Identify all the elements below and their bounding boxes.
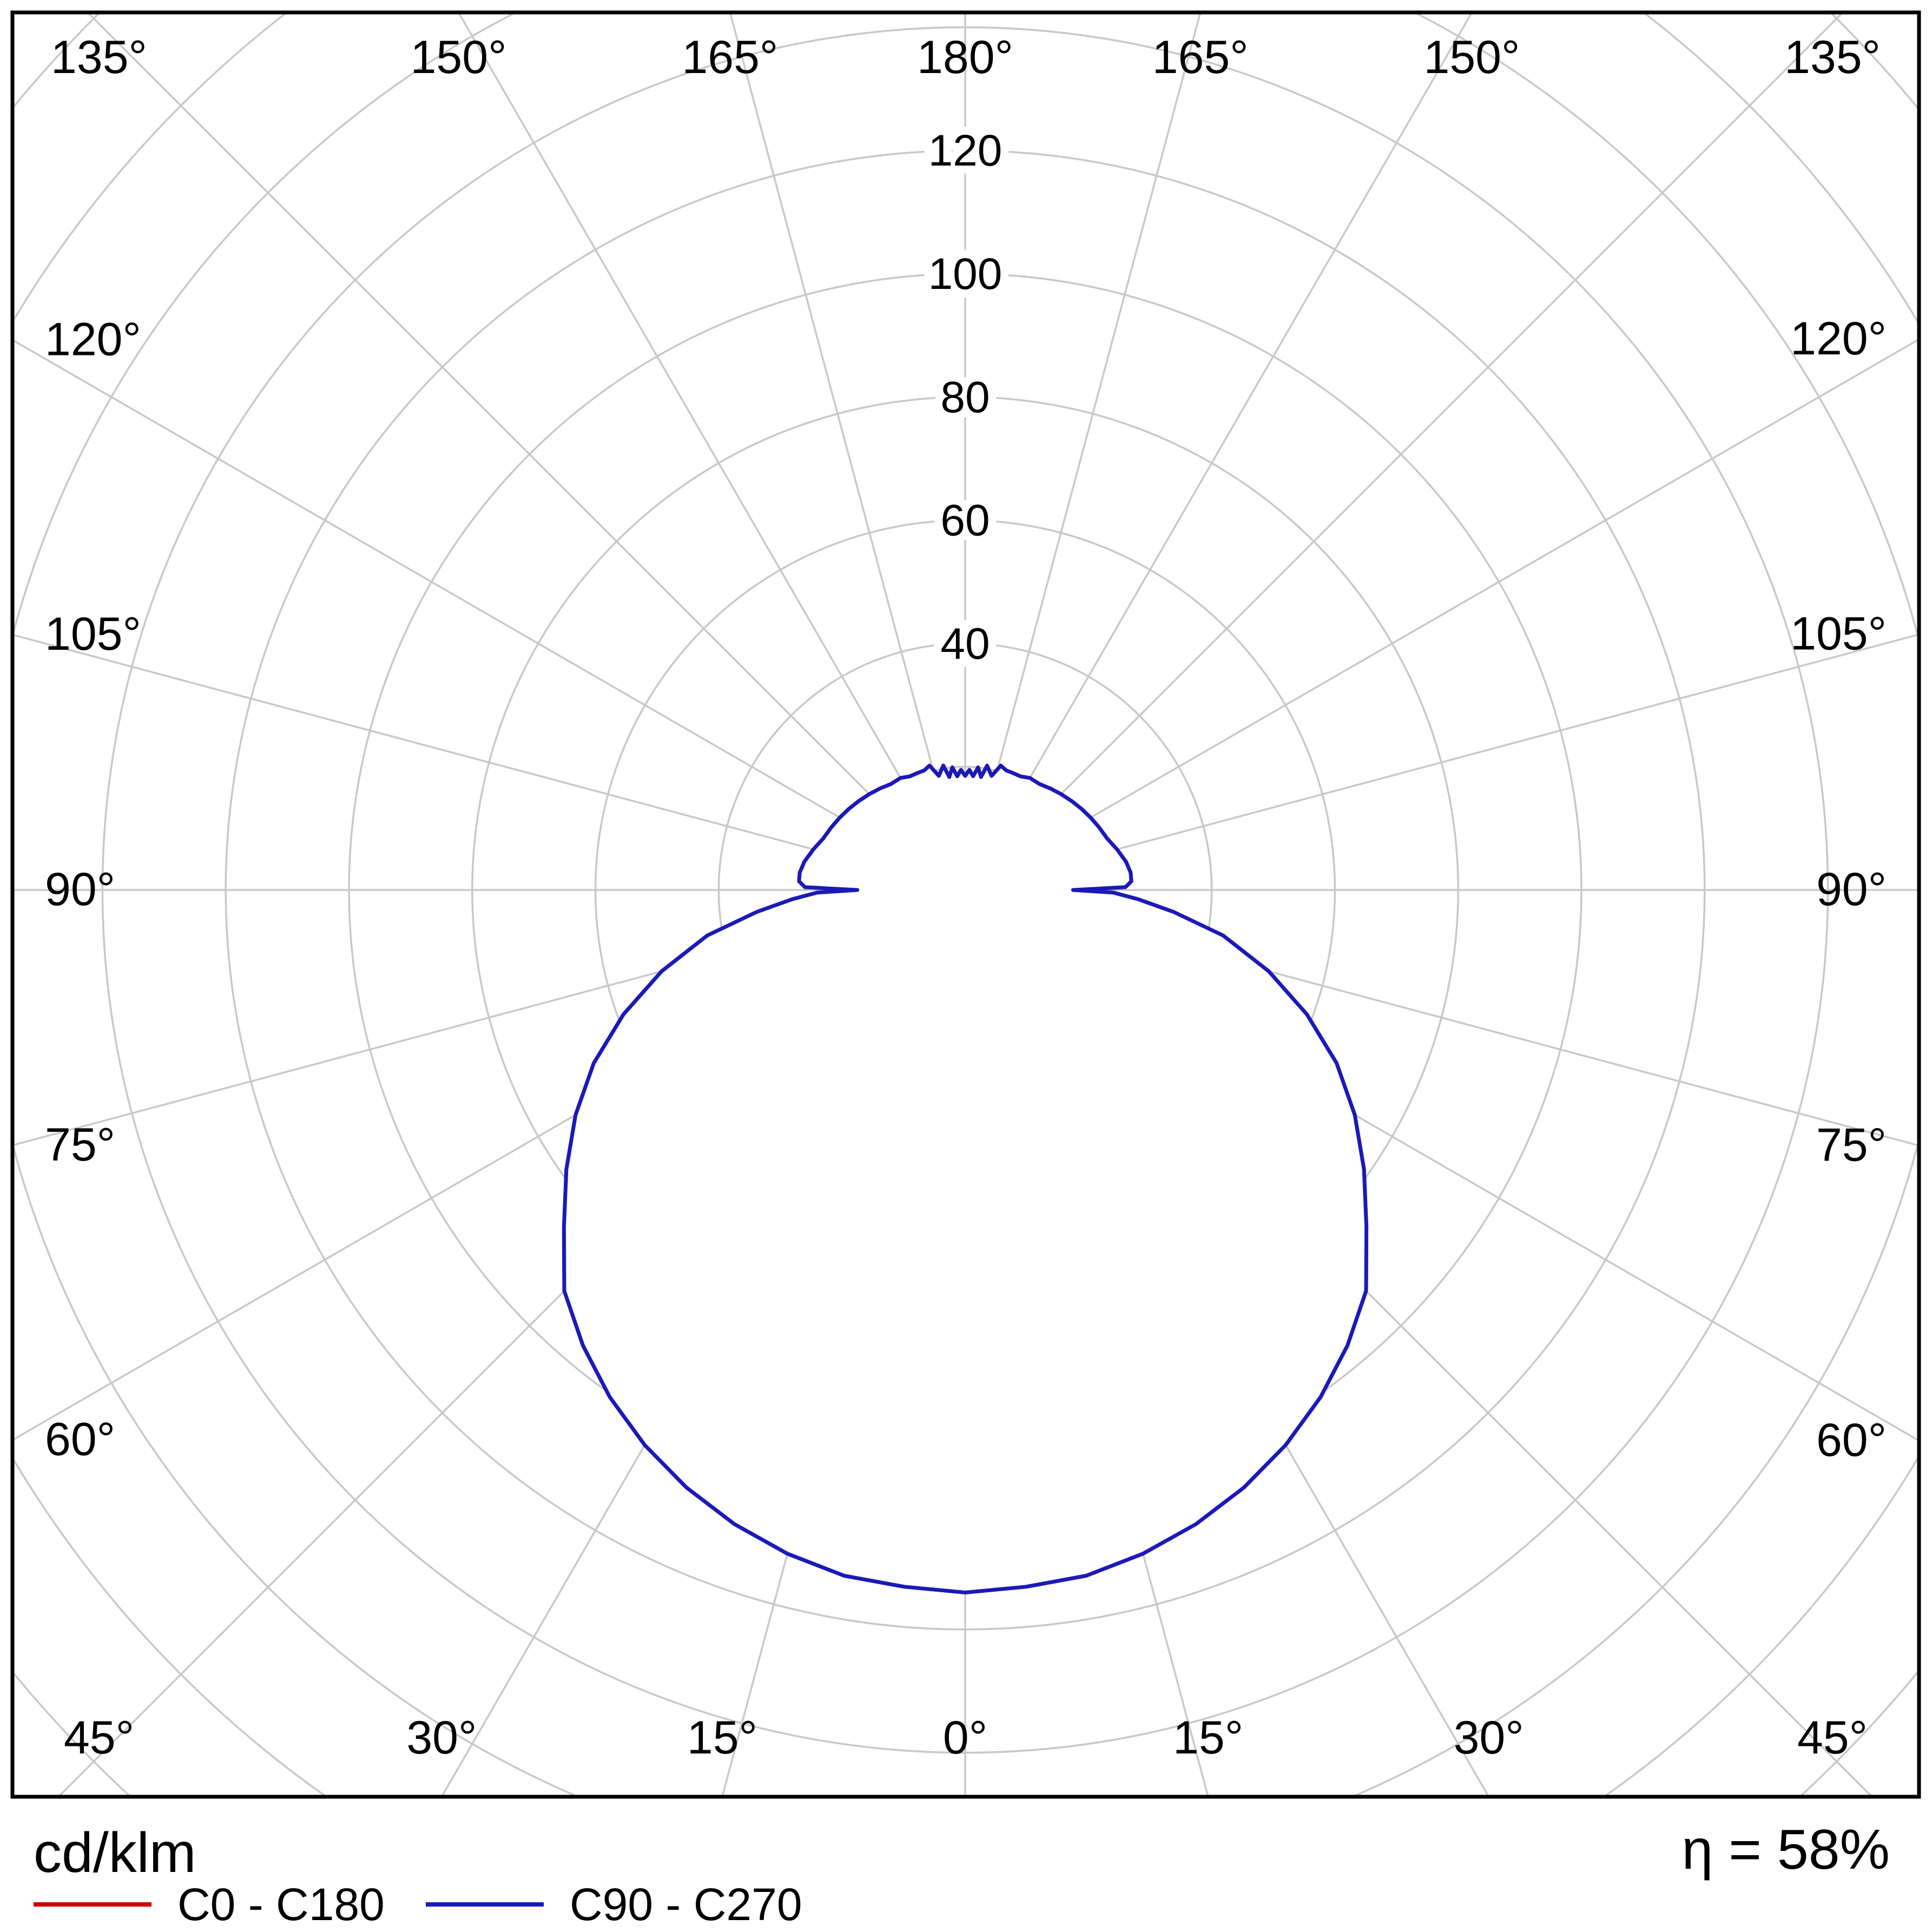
angle-tick-label: 75° [1816, 1119, 1887, 1171]
angle-tick-label: 105° [45, 608, 141, 660]
legend-item-c90-c270: C90 - C270 [426, 1882, 802, 1927]
radial-tick-label: 60 [940, 496, 990, 545]
angle-tick-label: 150° [411, 31, 507, 83]
radial-tick-label: 40 [940, 619, 990, 668]
polar-grid-spoke [964, 14, 1201, 891]
angle-tick-label: 45° [1797, 1712, 1868, 1764]
legend-label-c0-c180: C0 - C180 [177, 1879, 385, 1930]
polar-grid-spoke [14, 634, 966, 891]
angle-tick-label: 45° [64, 1712, 134, 1764]
polar-grid-spoke [458, 14, 966, 891]
polar-grid-spoke [964, 14, 1472, 891]
legend-line-red [34, 1902, 151, 1907]
angle-tick-label: 75° [45, 1119, 115, 1171]
angle-tick-label: 30° [1454, 1712, 1524, 1764]
angle-tick-label: 0° [943, 1712, 987, 1764]
angle-tick-label: 150° [1424, 31, 1520, 83]
angle-tick-label: 165° [1152, 31, 1249, 83]
legend: C0 - C180 C90 - C270 [34, 1882, 802, 1927]
legend-item-c0-c180: C0 - C180 [34, 1882, 426, 1927]
polar-grid-spoke [965, 634, 1917, 891]
polar-grid-spoke [964, 14, 1843, 891]
c90-c270-curve [562, 763, 1369, 1594]
units-label: cd/klm [34, 1822, 196, 1884]
angle-tick-label: 120° [1790, 313, 1887, 365]
radial-tick-label: 100 [928, 249, 1003, 299]
angle-tick-label: 60° [1816, 1414, 1887, 1466]
angle-tick-label: 15° [687, 1712, 757, 1764]
angle-tick-label: 60° [45, 1414, 115, 1466]
angle-tick-label: 90° [1816, 863, 1887, 915]
angle-tick-label: 120° [45, 313, 141, 365]
angle-tick-label: 165° [682, 31, 778, 83]
polar-grid-spoke [965, 339, 1917, 891]
legend-label-c90-c270: C90 - C270 [570, 1879, 802, 1930]
legend-line-blue [426, 1902, 544, 1907]
polar-grid-spoke [729, 14, 966, 891]
angle-tick-label: 30° [406, 1712, 477, 1764]
angle-tick-label: 135° [51, 31, 147, 83]
radial-tick-label: 80 [940, 373, 990, 422]
angle-tick-label: 135° [1784, 31, 1881, 83]
plot-frame [10, 10, 1921, 1799]
polar-grid-spoke [14, 339, 966, 891]
polar-grid-spoke [88, 14, 966, 891]
angle-tick-label: 90° [45, 863, 115, 915]
angle-tick-label: 180° [917, 31, 1013, 83]
angle-tick-label: 15° [1173, 1712, 1243, 1764]
efficiency-value: η = 58% [1682, 1818, 1890, 1881]
radial-tick-label: 120 [928, 126, 1003, 175]
angle-tick-label: 105° [1790, 608, 1887, 660]
